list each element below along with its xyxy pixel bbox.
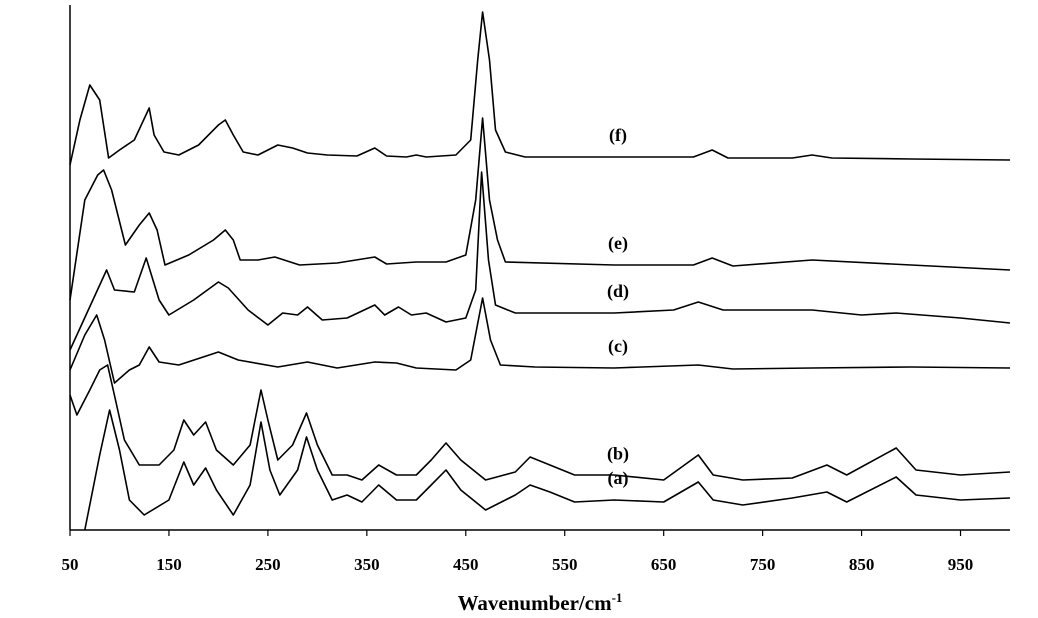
spectrum-line bbox=[69, 117, 1011, 301]
series-label: (c) bbox=[608, 336, 628, 357]
series-label: (e) bbox=[608, 233, 628, 254]
x-tick-label: 150 bbox=[156, 555, 182, 574]
x-tick-label: 450 bbox=[453, 555, 479, 574]
spectrum-line bbox=[69, 11, 1011, 166]
spectrum-line bbox=[69, 364, 1011, 481]
series-label: (f) bbox=[609, 125, 627, 146]
x-tick-label: 250 bbox=[255, 555, 281, 574]
x-axis-title-sup: -1 bbox=[612, 590, 623, 605]
x-tick-label: 750 bbox=[750, 555, 776, 574]
x-tick-label: 650 bbox=[651, 555, 677, 574]
x-axis-title-main: Wavenumber/cm bbox=[458, 591, 612, 615]
series-label: (b) bbox=[607, 443, 629, 464]
x-tick-label: 350 bbox=[354, 555, 380, 574]
x-tick-label: 950 bbox=[948, 555, 974, 574]
x-tick-label: 850 bbox=[849, 555, 875, 574]
spectrum-line bbox=[84, 409, 1011, 531]
series-label: (a) bbox=[608, 468, 629, 489]
spectrum-line bbox=[69, 297, 1011, 384]
spectrum-line bbox=[69, 171, 1011, 351]
x-tick-label: 50 bbox=[62, 555, 79, 574]
x-axis-title: Wavenumber/cm-1 bbox=[458, 590, 623, 615]
x-tick-label: 550 bbox=[552, 555, 578, 574]
series-label: (d) bbox=[607, 281, 629, 302]
